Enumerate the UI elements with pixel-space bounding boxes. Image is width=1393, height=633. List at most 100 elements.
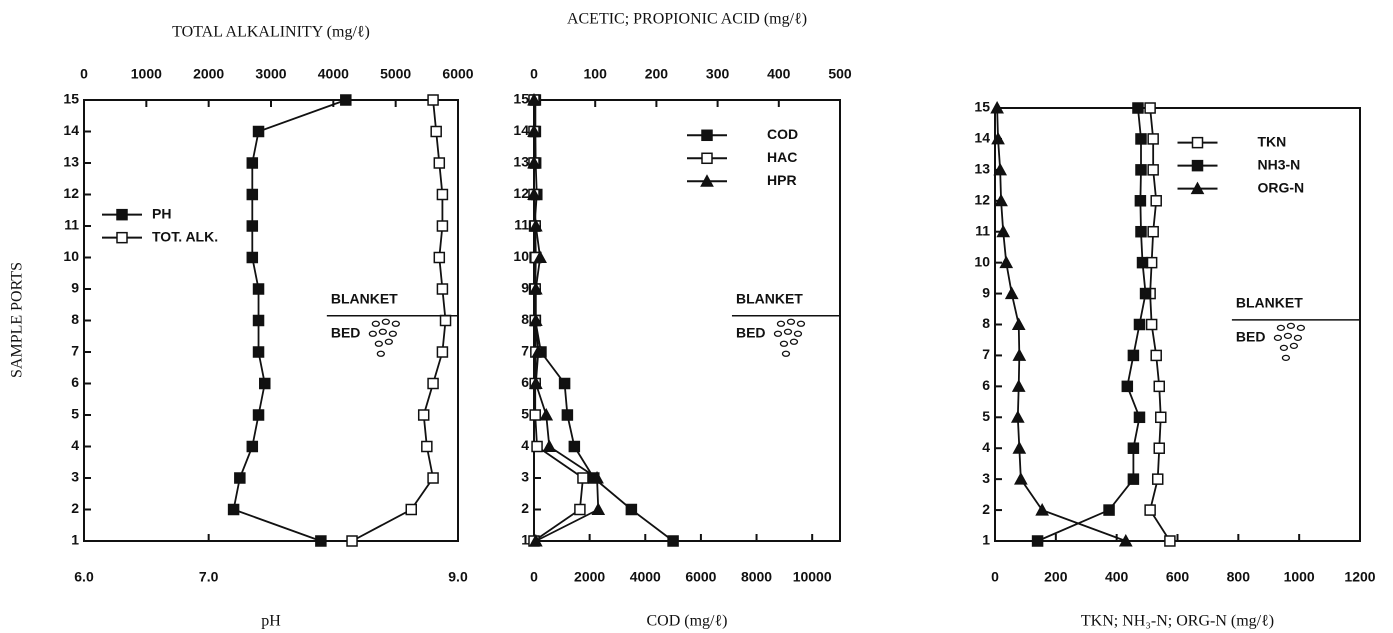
x2-tick-label: 500 bbox=[828, 66, 852, 82]
marker bbox=[427, 377, 439, 390]
x-tick-label: 0 bbox=[530, 569, 538, 585]
marker bbox=[1147, 225, 1159, 238]
annotation: BLANKET bbox=[331, 290, 398, 306]
marker bbox=[527, 124, 541, 137]
marker bbox=[1191, 136, 1204, 149]
legend-label: HPR bbox=[767, 172, 797, 188]
x-axis-title: TKN; NH₃-N; ORG-N (mg/ℓ) bbox=[1081, 613, 1274, 630]
marker bbox=[574, 503, 586, 516]
marker bbox=[1134, 195, 1147, 207]
x2-axis-title: ACETIC; PROPIONIC ACID (mg/ℓ) bbox=[567, 11, 807, 28]
x2-tick-label: 5000 bbox=[380, 66, 411, 82]
y-tick-label: 4 bbox=[71, 437, 79, 453]
marker bbox=[558, 377, 571, 390]
marker bbox=[1144, 102, 1156, 114]
marker bbox=[427, 94, 439, 106]
marker bbox=[1035, 503, 1049, 516]
marker bbox=[1136, 256, 1149, 269]
marker bbox=[227, 503, 240, 516]
marker bbox=[1132, 102, 1144, 114]
marker bbox=[1145, 318, 1158, 331]
y-tick-label: 4 bbox=[982, 439, 990, 455]
bed-particle bbox=[1283, 332, 1293, 340]
bed-particle bbox=[1296, 324, 1306, 332]
y-tick-label: 9 bbox=[71, 280, 79, 296]
legend-label: HAC bbox=[767, 149, 797, 165]
marker bbox=[1190, 181, 1205, 195]
x2-tick-label: 6000 bbox=[442, 66, 473, 82]
y-tick-label: 5 bbox=[521, 406, 529, 422]
y-tick-label: 8 bbox=[521, 311, 529, 327]
annotation: BLANKET bbox=[736, 290, 803, 306]
y-tick-label: 13 bbox=[974, 161, 990, 177]
bed-particle bbox=[384, 338, 393, 345]
bed-particle bbox=[376, 350, 385, 357]
y-axis-title: SAMPLE PORTS bbox=[9, 262, 26, 378]
marker bbox=[527, 155, 541, 169]
x2-tick-label: 300 bbox=[706, 66, 730, 82]
y-tick-label: 14 bbox=[974, 130, 990, 146]
marker bbox=[591, 502, 606, 515]
y-tick-label: 7 bbox=[71, 343, 79, 359]
bed-particle bbox=[1293, 334, 1303, 342]
y-tick-label: 11 bbox=[64, 217, 79, 233]
annotation: BLANKET bbox=[1236, 295, 1303, 311]
marker bbox=[991, 131, 1005, 145]
y-tick-label: 7 bbox=[982, 346, 990, 362]
marker bbox=[346, 535, 358, 547]
marker bbox=[405, 503, 417, 516]
x-tick-label: 10000 bbox=[793, 569, 832, 585]
marker bbox=[528, 533, 543, 547]
marker bbox=[1144, 504, 1156, 516]
plot-frame bbox=[994, 107, 1361, 542]
y-tick-label: 12 bbox=[974, 191, 990, 207]
marker bbox=[246, 440, 259, 453]
y-tick-label: 10 bbox=[513, 248, 529, 264]
marker bbox=[252, 125, 265, 138]
x2-tick-label: 200 bbox=[645, 66, 669, 82]
y-tick-label: 15 bbox=[63, 91, 79, 107]
marker bbox=[1133, 411, 1146, 424]
marker bbox=[1031, 535, 1044, 547]
y-tick-label: 14 bbox=[63, 122, 79, 138]
bed-particle bbox=[783, 328, 793, 335]
marker bbox=[252, 283, 265, 295]
marker bbox=[528, 281, 543, 295]
marker bbox=[996, 224, 1011, 238]
marker bbox=[528, 313, 543, 326]
x-tick-label: 7.0 bbox=[199, 569, 219, 585]
x-tick-label: 6.0 bbox=[74, 569, 94, 585]
marker bbox=[625, 503, 638, 516]
annotation: BED bbox=[736, 324, 766, 340]
x2-tick-label: 4000 bbox=[318, 66, 349, 82]
bed-particle bbox=[779, 340, 789, 347]
x-tick-label: 0 bbox=[991, 569, 999, 585]
marker bbox=[246, 220, 259, 232]
marker bbox=[701, 129, 713, 142]
bed-particle bbox=[793, 330, 803, 337]
marker bbox=[1012, 348, 1027, 361]
y-tick-label: 6 bbox=[982, 377, 990, 393]
marker bbox=[1151, 473, 1164, 485]
x-tick-label: 200 bbox=[1044, 569, 1068, 585]
marker bbox=[1139, 287, 1152, 300]
y-tick-label: 13 bbox=[513, 154, 529, 170]
marker bbox=[700, 174, 714, 187]
marker bbox=[430, 125, 442, 138]
marker bbox=[1155, 411, 1167, 424]
marker bbox=[1135, 225, 1147, 238]
marker bbox=[1011, 379, 1026, 392]
x-tick-label: 1200 bbox=[1344, 569, 1375, 585]
marker bbox=[994, 193, 1008, 207]
marker bbox=[531, 344, 546, 358]
marker bbox=[527, 187, 541, 200]
y-tick-label: 3 bbox=[521, 469, 529, 485]
marker bbox=[527, 92, 541, 106]
bed-particle bbox=[786, 318, 796, 325]
marker bbox=[542, 439, 557, 452]
x2-tick-label: 0 bbox=[530, 66, 538, 82]
annotation: BED bbox=[331, 324, 361, 340]
marker bbox=[667, 535, 679, 547]
marker bbox=[1014, 472, 1028, 485]
x-tick-label: 400 bbox=[1105, 569, 1129, 585]
